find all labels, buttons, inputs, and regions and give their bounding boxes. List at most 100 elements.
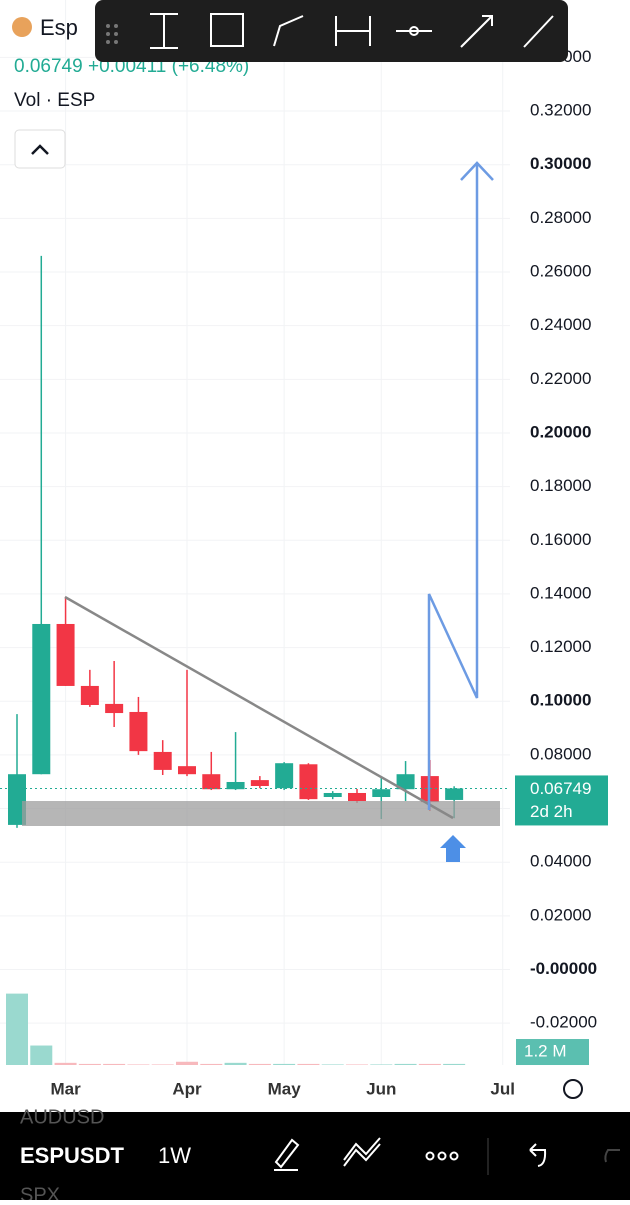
candle-body bbox=[80, 685, 99, 705]
candle-body bbox=[323, 792, 342, 798]
chevron bbox=[31, 144, 49, 155]
last-price-box bbox=[515, 775, 608, 826]
y-tick-label: 0.20000 bbox=[530, 422, 591, 441]
previous-symbol[interactable]: AUDUSD bbox=[20, 1106, 104, 1128]
drawing-toolbar bbox=[95, 0, 568, 62]
volume-bar bbox=[78, 1063, 101, 1065]
last-price-label: 0.06749 bbox=[530, 779, 591, 798]
volume-bar bbox=[346, 1064, 368, 1065]
volume-bar bbox=[6, 993, 28, 1065]
arrow-up bbox=[440, 835, 466, 862]
y-tick-label: 0.14000 bbox=[530, 583, 591, 602]
volume-bar bbox=[418, 1063, 441, 1065]
volume-bar bbox=[248, 1063, 271, 1065]
indicators-button[interactable] bbox=[343, 1137, 381, 1167]
volume-bar bbox=[127, 1064, 150, 1065]
candle-body bbox=[348, 792, 366, 802]
tool-trend-line[interactable] bbox=[523, 15, 554, 48]
volume-bar bbox=[200, 1063, 223, 1065]
volume-bar bbox=[273, 1063, 296, 1065]
candle-body bbox=[299, 764, 318, 800]
draw-button[interactable] bbox=[274, 1138, 300, 1171]
symbol: Esp bbox=[40, 15, 78, 40]
volume-bar bbox=[176, 1061, 198, 1065]
bottom-bar-bg bbox=[0, 1112, 630, 1200]
toolbar-bg bbox=[95, 0, 568, 62]
candle-body bbox=[396, 774, 415, 790]
x-tick-label: Jun bbox=[366, 1079, 396, 1098]
volume-scale-label: 1.2 M bbox=[524, 1042, 567, 1061]
y-tick-label: 0.24000 bbox=[530, 315, 591, 334]
y-tick-label: 0.04000 bbox=[530, 852, 591, 871]
settings-button[interactable] bbox=[563, 1079, 583, 1099]
undo-button[interactable] bbox=[529, 1143, 547, 1167]
candle-body bbox=[202, 774, 221, 790]
y-tick-label: 0.18000 bbox=[530, 476, 591, 495]
y-tick-label: 0.12000 bbox=[530, 637, 591, 656]
volume-scale-box bbox=[516, 1039, 589, 1066]
tool-arrow[interactable] bbox=[460, 15, 493, 48]
x-tick-label: Mar bbox=[50, 1079, 81, 1098]
volume-bar bbox=[394, 1063, 417, 1065]
volume-bar bbox=[443, 1063, 466, 1065]
volume-bar bbox=[297, 1063, 320, 1065]
y-tick-label: 0.30000 bbox=[530, 154, 591, 173]
volume-bar bbox=[54, 1062, 77, 1065]
support-zone bbox=[22, 801, 500, 826]
next-symbol[interactable]: SPX bbox=[20, 1184, 60, 1205]
last-price: 0.06749 bbox=[14, 56, 83, 77]
logo bbox=[12, 17, 32, 37]
y-tick-label: 0.28000 bbox=[530, 208, 591, 227]
tool-price-range[interactable] bbox=[150, 13, 178, 49]
volume-bar bbox=[370, 1064, 393, 1065]
y-tick-label: 0.32000 bbox=[530, 101, 591, 120]
x-tick-label: Jul bbox=[490, 1079, 515, 1098]
y-tick-label: 0.16000 bbox=[530, 530, 591, 549]
volume-bar bbox=[30, 1045, 53, 1065]
redo-button[interactable] bbox=[604, 1149, 620, 1163]
bottom-bar: AUDUSD ESPUSDT 1W SPX bbox=[0, 1106, 630, 1205]
candle-body bbox=[178, 766, 196, 775]
drawings bbox=[22, 161, 500, 862]
candle-body bbox=[129, 711, 148, 752]
x-tick-label: Apr bbox=[172, 1079, 202, 1098]
candle-body bbox=[153, 751, 172, 770]
tool-path[interactable] bbox=[273, 15, 304, 47]
projection-head bbox=[460, 161, 494, 181]
y-tick-label: 0.08000 bbox=[530, 744, 591, 763]
candle-body bbox=[250, 780, 269, 787]
candle-body bbox=[275, 763, 294, 789]
x-tick-label: May bbox=[268, 1079, 302, 1098]
countdown-label: 2d 2h bbox=[530, 802, 573, 821]
collapse-button[interactable] bbox=[14, 129, 66, 169]
drag-handle bbox=[106, 24, 118, 44]
volume-legend: Vol · ESP bbox=[14, 90, 95, 111]
interval[interactable]: 1W bbox=[158, 1143, 191, 1168]
current-symbol[interactable]: ESPUSDT bbox=[20, 1143, 124, 1168]
y-tick-label: 0.26000 bbox=[530, 262, 591, 281]
tool-horizontal-ray[interactable] bbox=[396, 26, 432, 36]
y-tick-label: 0.10000 bbox=[530, 691, 591, 710]
candle-body bbox=[8, 774, 26, 825]
candle-body bbox=[372, 789, 391, 798]
more-button[interactable] bbox=[425, 1151, 459, 1161]
volume-bar bbox=[321, 1064, 344, 1065]
y-tick-label: 0.22000 bbox=[530, 369, 591, 388]
volume-bar bbox=[103, 1063, 126, 1065]
candle-body bbox=[226, 781, 245, 790]
tool-date-range[interactable] bbox=[335, 16, 371, 46]
y-tick-label: -0.00000 bbox=[530, 959, 597, 978]
candle-body bbox=[105, 703, 124, 714]
plot bbox=[0, 0, 510, 1065]
candle-body bbox=[445, 788, 464, 800]
tool-rectangle[interactable] bbox=[210, 13, 244, 47]
axes: -0.02000-0.000000.020000.040000.060000.0… bbox=[50, 47, 608, 1098]
y-tick-label: -0.02000 bbox=[530, 1013, 597, 1032]
volume-bar bbox=[151, 1064, 174, 1065]
trend-line bbox=[64, 595, 454, 820]
candle-body bbox=[32, 623, 51, 775]
candle-body bbox=[56, 623, 75, 686]
volume-bar bbox=[224, 1062, 247, 1065]
